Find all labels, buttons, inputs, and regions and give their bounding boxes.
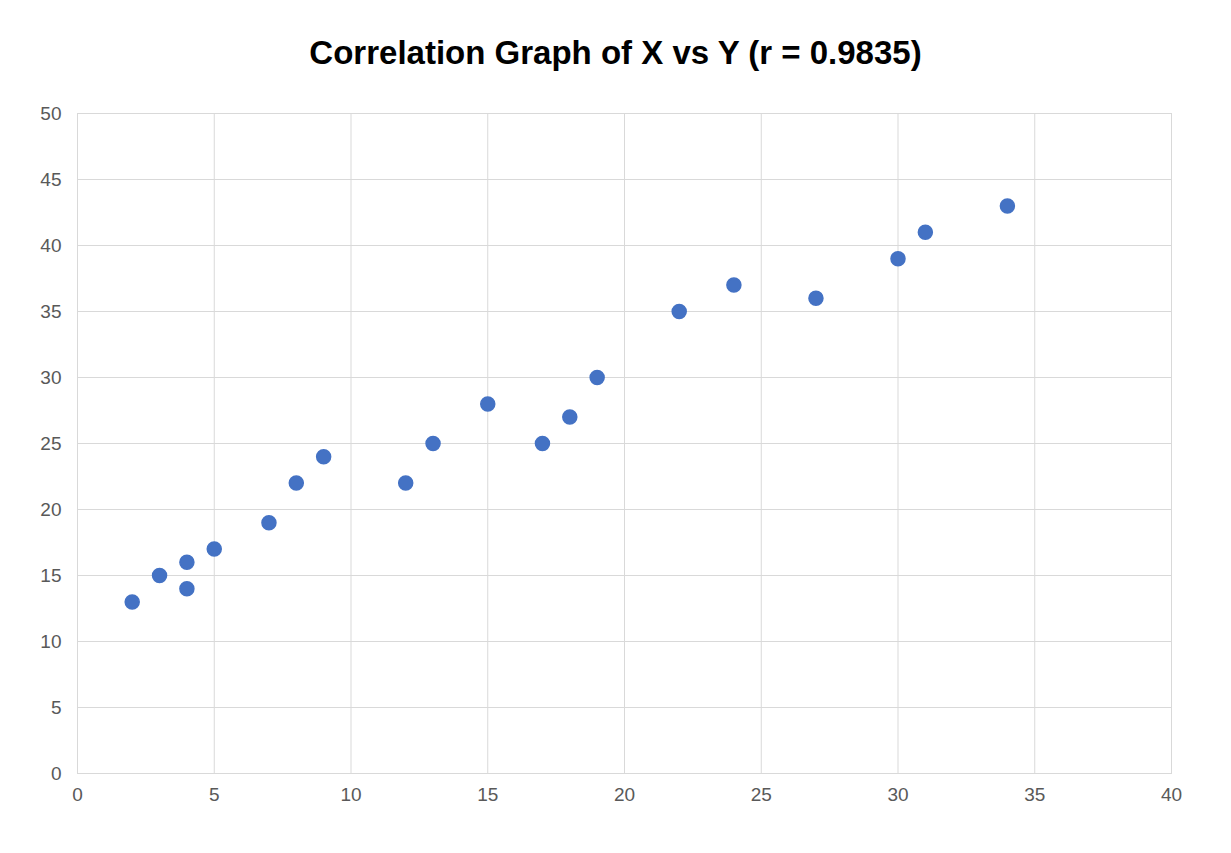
svg-text:5: 5: [209, 784, 220, 805]
svg-text:25: 25: [751, 784, 772, 805]
svg-text:15: 15: [477, 784, 498, 805]
svg-text:0: 0: [51, 763, 62, 784]
svg-text:40: 40: [40, 235, 61, 256]
svg-text:10: 10: [340, 784, 361, 805]
svg-text:35: 35: [1024, 784, 1045, 805]
svg-text:5: 5: [51, 697, 62, 718]
svg-text:20: 20: [614, 784, 635, 805]
svg-text:15: 15: [40, 565, 61, 586]
svg-text:35: 35: [40, 301, 61, 322]
svg-text:25: 25: [40, 433, 61, 454]
svg-text:40: 40: [1161, 784, 1182, 805]
svg-text:10: 10: [40, 631, 61, 652]
svg-text:30: 30: [887, 784, 908, 805]
svg-text:45: 45: [40, 169, 61, 190]
svg-text:20: 20: [40, 499, 61, 520]
html-text:Correlation Graph of X vs Y (r: Correlation Graph of X vs Y (r = 0.9835): [309, 34, 922, 71]
svg-text:30: 30: [40, 367, 61, 388]
svg-text:50: 50: [40, 103, 61, 124]
svg-text:0: 0: [72, 784, 83, 805]
